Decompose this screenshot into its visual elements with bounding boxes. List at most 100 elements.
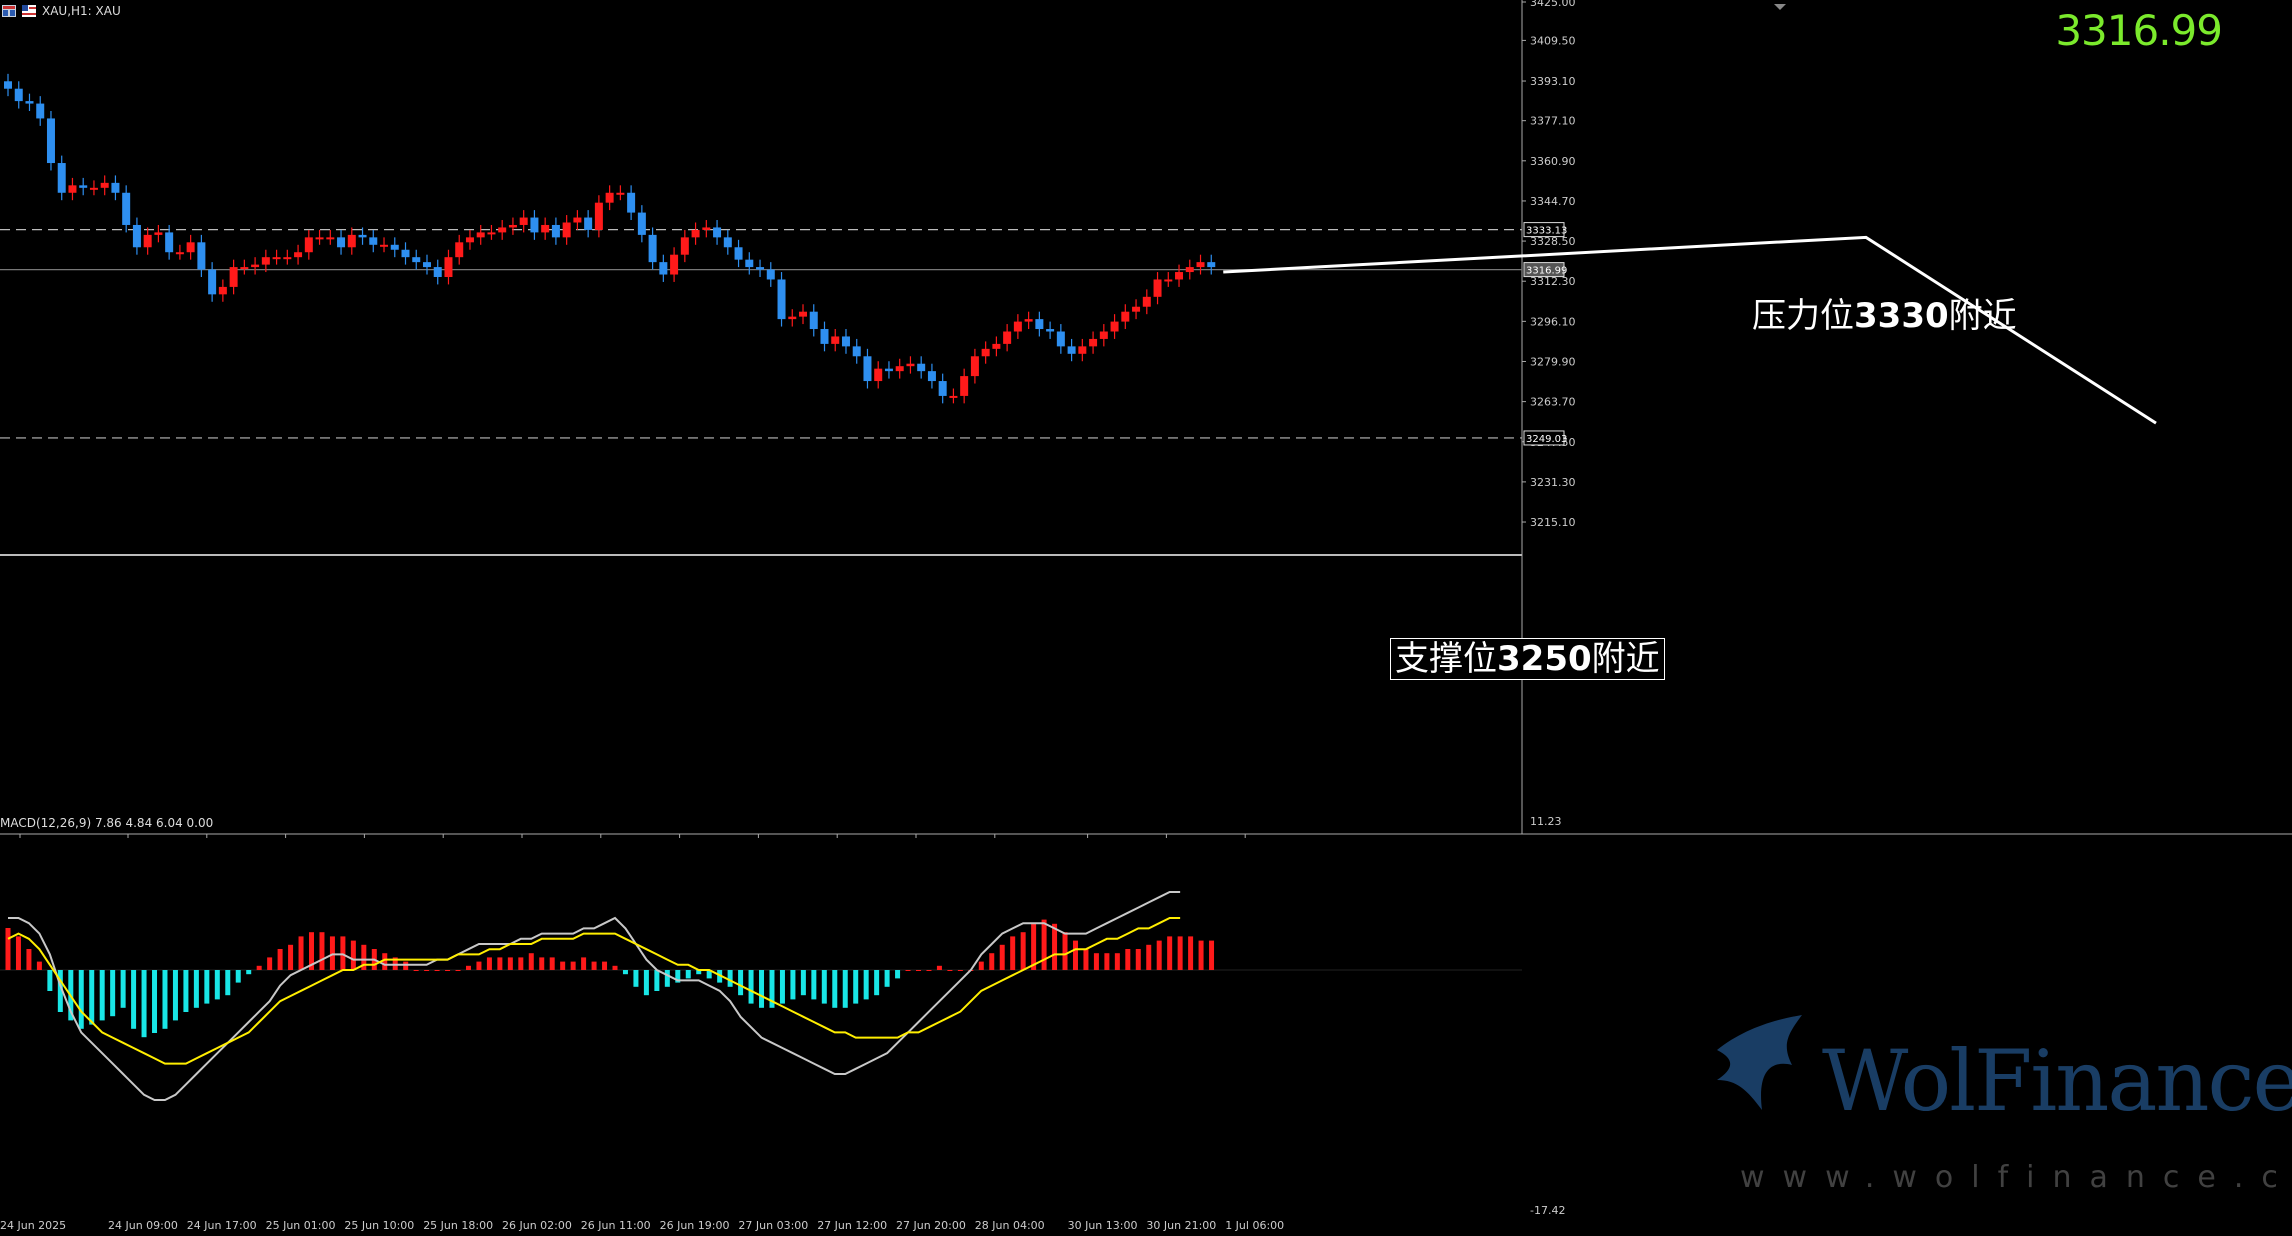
candle-body xyxy=(884,368,893,372)
candle-body xyxy=(960,376,969,396)
candle-body xyxy=(304,237,313,253)
macd-histogram-bar xyxy=(581,957,587,970)
candle-body xyxy=(670,254,679,275)
candle-body xyxy=(455,242,464,258)
window-menu-icon[interactable] xyxy=(2,5,16,17)
time-tick-label: 26 Jun 19:00 xyxy=(660,1219,730,1232)
watermark-brand: WolFinance xyxy=(1822,1032,2292,1130)
macd-histogram-bar xyxy=(277,949,283,970)
macd-histogram-bar xyxy=(560,961,566,970)
support-suffix: 附近 xyxy=(1591,639,1660,679)
candle-body xyxy=(165,232,174,253)
macd-histogram-bar xyxy=(1072,940,1078,970)
resistance-annotation: 压力位3330附近 xyxy=(1752,288,2017,337)
macd-histogram-bar xyxy=(1125,949,1131,970)
time-tick-label: 30 Jun 21:00 xyxy=(1146,1219,1216,1232)
candle-body xyxy=(68,185,77,193)
candle-body xyxy=(465,237,474,243)
candle-body xyxy=(154,232,163,235)
candle-body xyxy=(186,242,195,253)
support-price-tag xyxy=(1523,430,1565,446)
resistance-prefix: 压力位 xyxy=(1752,296,1854,336)
macd-histogram-bar xyxy=(497,957,503,970)
macd-histogram-bar xyxy=(1135,949,1141,970)
candle-body xyxy=(1099,331,1108,339)
macd-histogram-bar xyxy=(591,961,597,970)
macd-histogram-bar xyxy=(539,957,545,970)
candle-body xyxy=(831,336,840,344)
current-price-tag-label: 3316.99 xyxy=(1526,266,1567,277)
candle-body xyxy=(1013,321,1022,332)
candle-body xyxy=(326,237,335,240)
macd-histogram-bar xyxy=(842,970,848,1008)
candle-body xyxy=(702,227,711,230)
candle-body xyxy=(594,202,603,230)
candle-body xyxy=(272,257,281,260)
candle-body xyxy=(251,264,260,268)
candle-body xyxy=(229,267,238,287)
macd-histogram-bar xyxy=(528,953,534,970)
candle-body xyxy=(1024,319,1033,322)
support-prefix: 支撑位 xyxy=(1395,639,1497,679)
macd-histogram-bar xyxy=(978,961,984,970)
macd-histogram-bar xyxy=(465,965,471,970)
candle-body xyxy=(637,212,646,235)
macd-histogram-bar xyxy=(999,944,1005,970)
macd-histogram-bar xyxy=(1114,953,1120,970)
macd-histogram-bar xyxy=(654,970,660,991)
macd-histogram-bar xyxy=(89,970,95,1025)
macd-histogram-bar xyxy=(361,944,367,970)
candle-body xyxy=(1078,346,1087,354)
macd-indicator-label: MACD(12,26,9) 7.86 4.84 6.04 0.00 xyxy=(0,816,214,830)
macd-histogram-bar xyxy=(193,970,199,1008)
candle-body xyxy=(283,257,292,260)
macd-histogram-bar xyxy=(288,944,294,970)
candle-body xyxy=(337,237,346,248)
macd-histogram-bar xyxy=(1104,953,1110,970)
macd-histogram-bar xyxy=(1020,932,1026,970)
candle-body xyxy=(197,242,206,270)
macd-histogram-bar xyxy=(319,932,325,970)
resistance-suffix: 附近 xyxy=(1948,296,2017,336)
candle-body xyxy=(1046,329,1055,332)
candle-body xyxy=(551,224,560,238)
macd-histogram-bar xyxy=(685,970,691,979)
candle-body xyxy=(4,81,12,89)
candle-body xyxy=(766,269,775,280)
candle-body xyxy=(100,182,109,188)
macd-histogram-bar xyxy=(1198,940,1204,970)
macd-histogram-bar xyxy=(340,936,346,970)
candle-body xyxy=(756,267,765,270)
candle-body xyxy=(1196,262,1205,268)
macd-histogram-bar xyxy=(455,970,461,971)
price-tick-label: 3296.10 xyxy=(1530,315,1576,328)
macd-histogram-bar xyxy=(832,970,838,1008)
candle-body xyxy=(992,343,1001,349)
candle-body xyxy=(487,232,496,235)
macd-histogram-bar xyxy=(267,957,273,970)
chart-shift-marker xyxy=(1774,4,1786,10)
macd-histogram-bar xyxy=(895,970,901,979)
candle-body xyxy=(1175,272,1184,280)
candle-body xyxy=(401,249,410,258)
macd-histogram-bar xyxy=(612,965,618,970)
macd-histogram-bar xyxy=(1156,940,1162,970)
macd-histogram-bar xyxy=(727,970,733,987)
candle-body xyxy=(347,234,356,248)
price-tick-label: 3344.70 xyxy=(1530,195,1576,208)
candle-body xyxy=(1110,321,1119,332)
macd-histogram-bar xyxy=(675,970,681,983)
candle-body xyxy=(46,118,55,164)
price-tick-label: 3360.90 xyxy=(1530,155,1576,168)
macd-histogram-bar xyxy=(1167,936,1173,970)
candle-body xyxy=(788,316,797,320)
candle-body xyxy=(981,348,990,357)
candle-body xyxy=(1121,311,1130,322)
time-tick-label: 26 Jun 11:00 xyxy=(581,1219,651,1232)
candle-body xyxy=(745,259,754,268)
macd-histogram-bar xyxy=(120,970,126,1008)
time-tick-label: 25 Jun 18:00 xyxy=(423,1219,493,1232)
candle-body xyxy=(949,395,958,398)
candle-body xyxy=(14,88,23,102)
